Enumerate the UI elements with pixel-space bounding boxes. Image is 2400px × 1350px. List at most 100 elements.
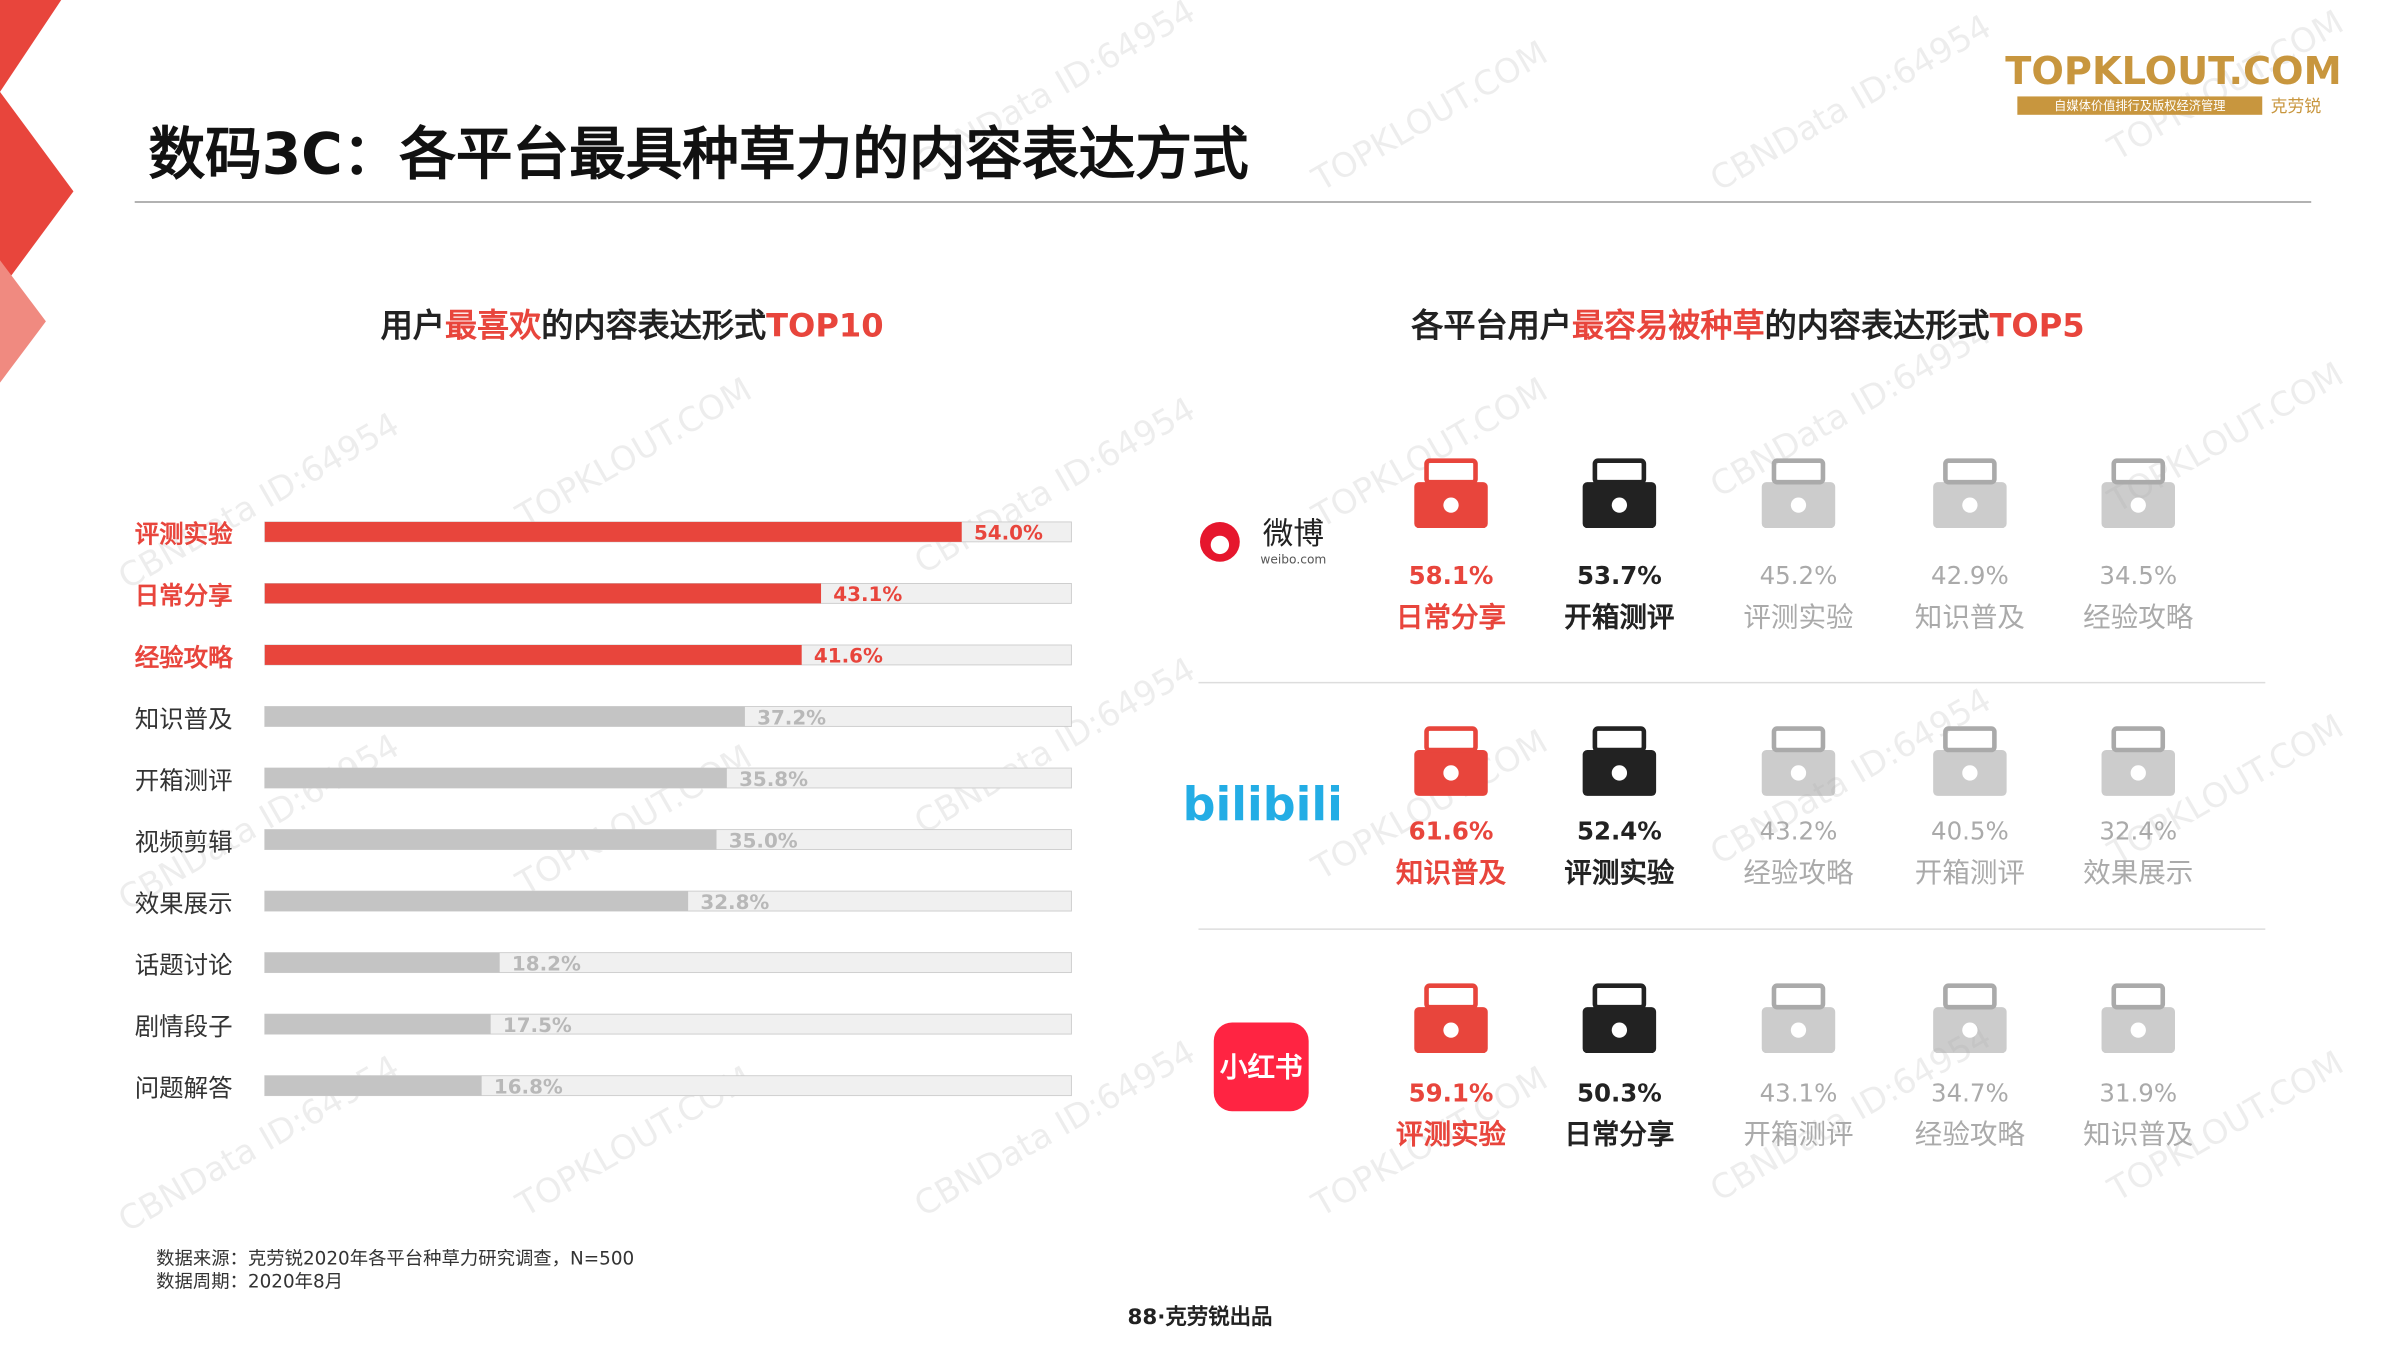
item-label: 评测实验 bbox=[1396, 1119, 1507, 1151]
category-label: 话题讨论 bbox=[135, 950, 233, 979]
decor bbox=[0, 0, 62, 92]
value-label: 61.6% bbox=[1409, 817, 1494, 846]
icon bbox=[1933, 983, 2007, 1054]
value-label: 53.7% bbox=[1577, 561, 1662, 590]
title-part: 最容易被种草 bbox=[1572, 307, 1765, 345]
value-label: 43.1% bbox=[833, 583, 902, 606]
bar bbox=[264, 706, 745, 727]
icon-top bbox=[1771, 726, 1826, 753]
logo-mark bbox=[1210, 535, 1230, 555]
value-label: 41.6% bbox=[814, 645, 883, 668]
watermark: CBNData ID:64954 bbox=[908, 1032, 1202, 1224]
category-label: 问题解答 bbox=[135, 1073, 233, 1102]
bar bbox=[264, 891, 689, 912]
category-label: 评测实验 bbox=[135, 520, 233, 549]
item-label: 经验攻略 bbox=[1743, 857, 1854, 889]
item-label: 日常分享 bbox=[1564, 1119, 1674, 1151]
value-label: 31.9% bbox=[2099, 1078, 2177, 1107]
icon bbox=[1582, 458, 1657, 529]
icon-top bbox=[2111, 726, 2166, 753]
category-label: 效果展示 bbox=[135, 889, 233, 918]
watermark: CBNData ID:64954 bbox=[908, 389, 1202, 581]
value-label: 34.7% bbox=[1931, 1078, 2009, 1107]
icon-top bbox=[1943, 458, 1997, 485]
value-label: 37.2% bbox=[757, 706, 826, 729]
category-label: 日常分享 bbox=[135, 581, 233, 610]
icon-top bbox=[1592, 458, 1647, 485]
bar bbox=[264, 583, 822, 604]
icon-top bbox=[1771, 983, 1826, 1010]
title-part: 最喜欢 bbox=[445, 307, 542, 345]
watermark: TOPKLOUT.COM bbox=[1305, 33, 1554, 199]
watermark: TOPKLOUT.COM bbox=[509, 370, 758, 536]
title: 数码3C：各平台最具种草力的内容表达方式 bbox=[148, 121, 1248, 187]
item-label: 日常分享 bbox=[1396, 601, 1506, 633]
title-part: TOP5 bbox=[1990, 307, 2085, 345]
value-label: 16.8% bbox=[494, 1075, 563, 1098]
value-label: 32.4% bbox=[2099, 817, 2177, 846]
value-label: 52.4% bbox=[1577, 817, 1662, 846]
watermark: CBNData ID:64954 bbox=[1704, 7, 1998, 199]
category-label: 开箱测评 bbox=[135, 766, 233, 795]
title-part: 用户 bbox=[381, 307, 445, 345]
icon bbox=[1414, 983, 1488, 1054]
value-label: 17.5% bbox=[503, 1014, 572, 1037]
item-label: 开箱测评 bbox=[1564, 601, 1674, 633]
title-part: TOP10 bbox=[766, 307, 883, 345]
item-label: 评测实验 bbox=[1743, 601, 1853, 633]
value-label: 50.3% bbox=[1577, 1078, 1662, 1107]
value-dot bbox=[1790, 1022, 1807, 1038]
platform-logo-sub: weibo.com bbox=[1260, 553, 1326, 567]
icon bbox=[1933, 726, 2007, 796]
icon bbox=[2101, 726, 2175, 796]
logo-brand: 克劳锐 bbox=[2271, 96, 2322, 116]
icon-top bbox=[1592, 726, 1647, 753]
icon bbox=[1933, 458, 2007, 529]
watermark: CBNData ID:64954 bbox=[908, 649, 1202, 841]
icon-top bbox=[1424, 726, 1478, 753]
icon bbox=[1761, 726, 1836, 796]
icon-top bbox=[1771, 458, 1826, 485]
logo-band bbox=[2017, 96, 2263, 115]
icon bbox=[1582, 983, 1657, 1054]
value-label: 58.1% bbox=[1409, 561, 1494, 590]
icon bbox=[1414, 726, 1488, 796]
value-label: 42.9% bbox=[1931, 561, 2009, 590]
title-part: 的内容表达形式 bbox=[1765, 307, 1990, 345]
icon-top bbox=[2111, 983, 2166, 1010]
value-dot bbox=[1443, 1022, 1459, 1038]
bar bbox=[264, 952, 500, 973]
item-label: 评测实验 bbox=[1564, 857, 1675, 889]
value-dot bbox=[1790, 765, 1807, 781]
value-label: 54.0% bbox=[974, 522, 1043, 545]
value-dot bbox=[2130, 1022, 2146, 1038]
item-label: 知识普及 bbox=[2083, 1119, 2193, 1151]
item-label: 知识普及 bbox=[1915, 601, 2025, 633]
value-label: 35.8% bbox=[739, 768, 808, 791]
bar bbox=[264, 521, 962, 542]
icon bbox=[1414, 458, 1488, 529]
value-label: 45.2% bbox=[1760, 561, 1838, 590]
bar bbox=[264, 1014, 491, 1035]
item-label: 经验攻略 bbox=[2083, 601, 2194, 633]
value-label: 43.2% bbox=[1760, 817, 1838, 846]
title-part: 各平台用户 bbox=[1411, 307, 1572, 345]
icon bbox=[2101, 458, 2175, 529]
icon-top bbox=[1943, 983, 1997, 1010]
item-label: 开箱测评 bbox=[1743, 1119, 1853, 1151]
icon bbox=[2101, 983, 2175, 1054]
item-label: 经验攻略 bbox=[1915, 1119, 2026, 1151]
watermark: TOPKLOUT.COM bbox=[509, 737, 758, 903]
value-label: 18.2% bbox=[512, 952, 581, 975]
logo-mark bbox=[1213, 1022, 1309, 1112]
source: 数据来源：克劳锐2020年各平台种草力研究调查，N=500 bbox=[156, 1249, 634, 1270]
grid-title: 各平台用户最容易被种草的内容表达形式TOP5 bbox=[1411, 307, 2084, 345]
value-label: 59.1% bbox=[1409, 1078, 1494, 1107]
category-label: 经验攻略 bbox=[135, 643, 233, 672]
title-part: 的内容表达形式 bbox=[541, 307, 766, 345]
category-label: 知识普及 bbox=[135, 704, 233, 733]
icon-top bbox=[1943, 726, 1997, 753]
value-dot bbox=[1443, 765, 1459, 781]
